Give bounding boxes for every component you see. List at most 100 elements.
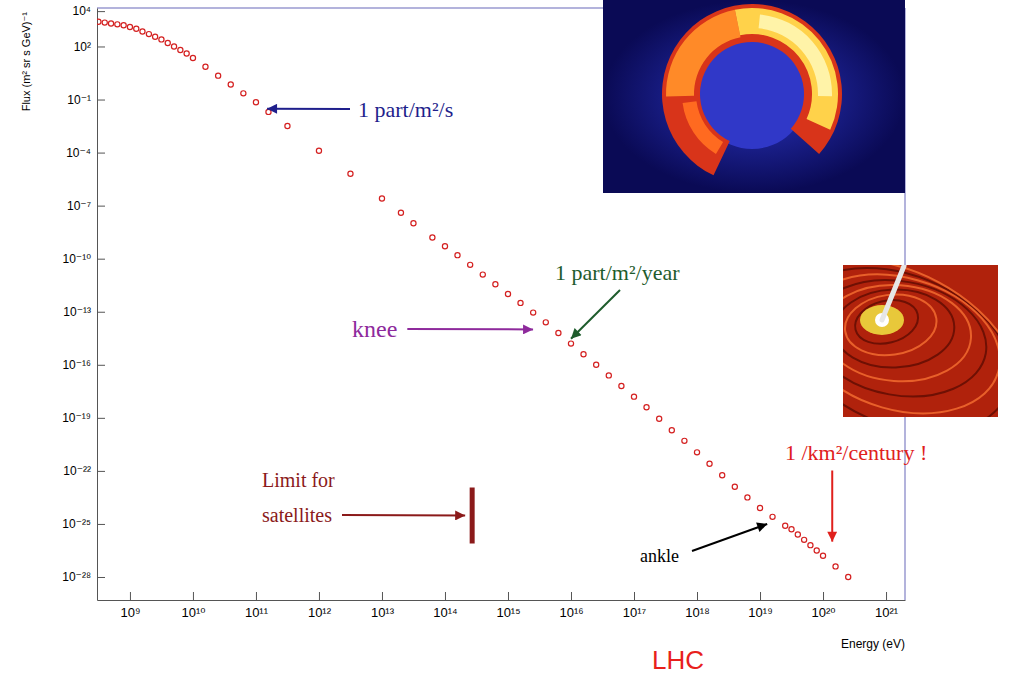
y-tick-label: 10² — [74, 40, 91, 54]
data-point — [285, 123, 290, 128]
picture-background — [603, 0, 905, 193]
annotation-arrow — [692, 524, 767, 551]
data-point — [732, 484, 737, 489]
x-tick-mark — [886, 592, 887, 600]
data-point — [127, 24, 132, 29]
data-point — [745, 495, 750, 500]
y-tick: 10⁻¹⁰ — [63, 252, 106, 266]
data-point — [184, 51, 189, 56]
data-point — [682, 438, 687, 443]
picture-shape — [843, 265, 998, 417]
data-point — [348, 171, 353, 176]
y-tick-label: 10⁻⁴ — [66, 146, 91, 160]
data-points — [97, 19, 851, 579]
x-tick-label: 10²⁰ — [812, 605, 836, 620]
data-point — [833, 564, 838, 569]
data-point — [669, 428, 674, 433]
data-point — [216, 73, 221, 78]
y-tick-mark — [97, 206, 105, 207]
x-tick-label: 10¹⁴ — [433, 605, 457, 620]
data-point — [707, 461, 712, 466]
y-tick-mark — [97, 46, 105, 47]
data-point — [657, 416, 662, 421]
y-tick-label: 10⁻¹³ — [63, 305, 91, 319]
data-point — [411, 221, 416, 226]
data-point — [493, 282, 498, 287]
annotation-arrow — [831, 471, 833, 542]
annotation-label: knee — [352, 316, 397, 342]
x-tick: 10¹⁴ — [433, 592, 457, 620]
data-point — [241, 91, 246, 96]
y-tick-label: 10⁻¹⁰ — [63, 252, 92, 266]
data-point — [808, 543, 813, 548]
annotation-line: Limit for — [262, 469, 335, 491]
data-point — [757, 505, 762, 510]
annotation-arrow — [267, 108, 350, 110]
data-point — [102, 20, 107, 25]
x-tick: 10¹⁰ — [181, 592, 205, 620]
y-tick-label: 10⁻⁷ — [67, 199, 91, 213]
annotation-label: 1 part/m²/year — [555, 260, 680, 285]
data-point — [795, 532, 800, 537]
data-point — [720, 473, 725, 478]
x-tick-label: 10¹¹ — [245, 605, 269, 620]
x-axis: 10⁹10¹⁰10¹¹10¹²10¹³10¹⁴10¹⁵10¹⁶10¹⁷10¹⁸1… — [98, 592, 906, 620]
x-tick: 10⁹ — [120, 592, 140, 620]
y-tick: 10⁻¹⁶ — [62, 358, 105, 372]
y-axis-line — [97, 9, 98, 601]
x-tick-mark — [256, 592, 257, 600]
data-point — [165, 40, 170, 45]
y-tick: 10⁴ — [72, 4, 105, 18]
picture-shape — [735, 8, 838, 130]
y-tick: 10⁻²⁵ — [62, 517, 105, 531]
data-point — [581, 352, 586, 357]
annotation-arrow — [407, 328, 533, 330]
data-point — [789, 527, 794, 532]
y-tick-mark — [97, 312, 105, 313]
x-tick: 10¹⁶ — [559, 592, 583, 620]
x-tick-label: 10⁹ — [120, 605, 140, 620]
data-point — [134, 26, 139, 31]
y-tick-mark — [97, 11, 105, 12]
picture-shape — [662, 4, 842, 175]
annotation-arrow — [571, 290, 620, 339]
data-point — [820, 553, 825, 558]
supernova-picture — [603, 0, 905, 193]
data-point — [631, 394, 636, 399]
annotation-arrow — [342, 514, 465, 517]
chart-container: 10⁹10¹⁰10¹¹10¹²10¹³10¹⁴10¹⁵10¹⁶10¹⁷10¹⁸1… — [0, 0, 1009, 677]
data-point — [379, 196, 384, 201]
x-tick-mark — [445, 592, 446, 600]
picture-shape — [843, 267, 996, 410]
data-point — [619, 383, 624, 388]
x-tick-mark — [823, 592, 824, 600]
x-tick: 10²⁰ — [812, 592, 836, 620]
annotation-label: 1 part/m²/s — [358, 97, 453, 122]
data-point — [203, 64, 208, 69]
y-tick-mark — [97, 100, 105, 101]
x-tick-label: 10¹⁰ — [181, 605, 205, 620]
data-point — [594, 362, 599, 367]
x-tick-mark — [508, 592, 509, 600]
annotation-label: 1 /km²/century ! — [785, 440, 927, 465]
data-point — [543, 320, 548, 325]
y-axis-title: Flux (m² sr s GeV)⁻¹ — [20, 12, 32, 112]
x-tick-mark — [697, 592, 698, 600]
data-point — [468, 262, 473, 267]
data-point — [505, 291, 510, 296]
data-point — [228, 82, 233, 87]
x-tick-mark — [319, 592, 320, 600]
x-tick: 10¹⁹ — [748, 592, 772, 620]
data-point — [846, 574, 851, 579]
y-tick-label: 10⁻¹ — [67, 93, 91, 107]
picture-shape — [843, 265, 998, 417]
x-tick-label: 10¹⁵ — [496, 605, 520, 620]
data-point — [108, 21, 113, 26]
x-tick-label: 10¹⁷ — [623, 605, 647, 620]
picture-shape — [759, 14, 832, 96]
y-tick-label: 10⁻¹⁶ — [62, 358, 91, 372]
y-tick-mark — [97, 259, 105, 260]
x-tick: 10¹⁷ — [623, 592, 647, 620]
data-point — [694, 450, 699, 455]
x-tick-mark — [760, 592, 761, 600]
